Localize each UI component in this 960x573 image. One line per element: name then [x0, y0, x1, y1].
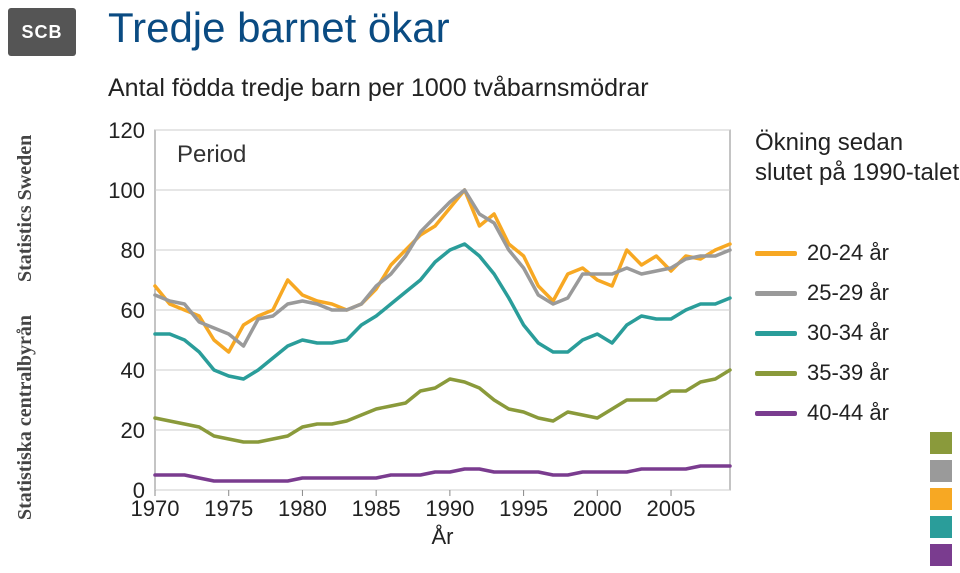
page-title: Tredje barnet ökar: [108, 4, 450, 52]
line-chart: 0204060801001201970197519801985199019952…: [100, 120, 740, 550]
legend-swatch: [755, 251, 797, 256]
legend-swatch: [755, 331, 797, 336]
side-note-line2: slutet på 1990-talet: [755, 158, 959, 188]
legend-label: 25-29 år: [807, 280, 889, 306]
legend-item: 25-29 år: [755, 280, 889, 306]
org-name-en: Statistics Sweden: [14, 135, 36, 282]
svg-text:80: 80: [121, 238, 145, 263]
svg-text:120: 120: [108, 120, 145, 143]
svg-text:20: 20: [121, 418, 145, 443]
legend-item: 35-39 år: [755, 360, 889, 386]
legend-label: 35-39 år: [807, 360, 889, 386]
legend-swatch: [755, 411, 797, 416]
svg-text:Period: Period: [177, 141, 246, 168]
svg-text:1970: 1970: [131, 496, 180, 521]
svg-text:1975: 1975: [204, 496, 253, 521]
legend-swatch: [755, 291, 797, 296]
decor-square: [930, 432, 952, 454]
logo-text: SCB: [21, 22, 62, 43]
svg-text:1990: 1990: [425, 496, 474, 521]
page-subtitle: Antal födda tredje barn per 1000 tvåbarn…: [108, 74, 649, 103]
decor-square: [930, 460, 952, 482]
legend-label: 40-44 år: [807, 400, 889, 426]
side-note: Ökning sedan slutet på 1990-talet: [755, 128, 959, 188]
svg-text:1980: 1980: [278, 496, 327, 521]
legend-item: 30-34 år: [755, 320, 889, 346]
decor-square: [930, 516, 952, 538]
svg-text:2005: 2005: [647, 496, 696, 521]
org-sidebar: Statistiska centralbyrån Statistics Swed…: [14, 135, 37, 520]
legend-swatch: [755, 371, 797, 376]
side-note-line1: Ökning sedan: [755, 128, 959, 158]
scb-logo: SCB: [8, 8, 76, 56]
svg-text:1995: 1995: [499, 496, 548, 521]
svg-text:40: 40: [121, 358, 145, 383]
legend: 20-24 år 25-29 år 30-34 år 35-39 år 40-44 år: [755, 240, 889, 440]
svg-text:100: 100: [108, 178, 145, 203]
svg-text:År: År: [432, 524, 454, 549]
legend-item: 40-44 år: [755, 400, 889, 426]
legend-label: 20-24 år: [807, 240, 889, 266]
svg-text:1985: 1985: [352, 496, 401, 521]
chart-container: 0204060801001201970197519801985199019952…: [100, 120, 740, 550]
decor-square: [930, 488, 952, 510]
org-name-sv: Statistiska centralbyrån: [14, 315, 36, 520]
svg-text:60: 60: [121, 298, 145, 323]
decor-squares: [930, 432, 952, 572]
legend-item: 20-24 år: [755, 240, 889, 266]
legend-label: 30-34 år: [807, 320, 889, 346]
decor-square: [930, 544, 952, 566]
svg-text:2000: 2000: [573, 496, 622, 521]
